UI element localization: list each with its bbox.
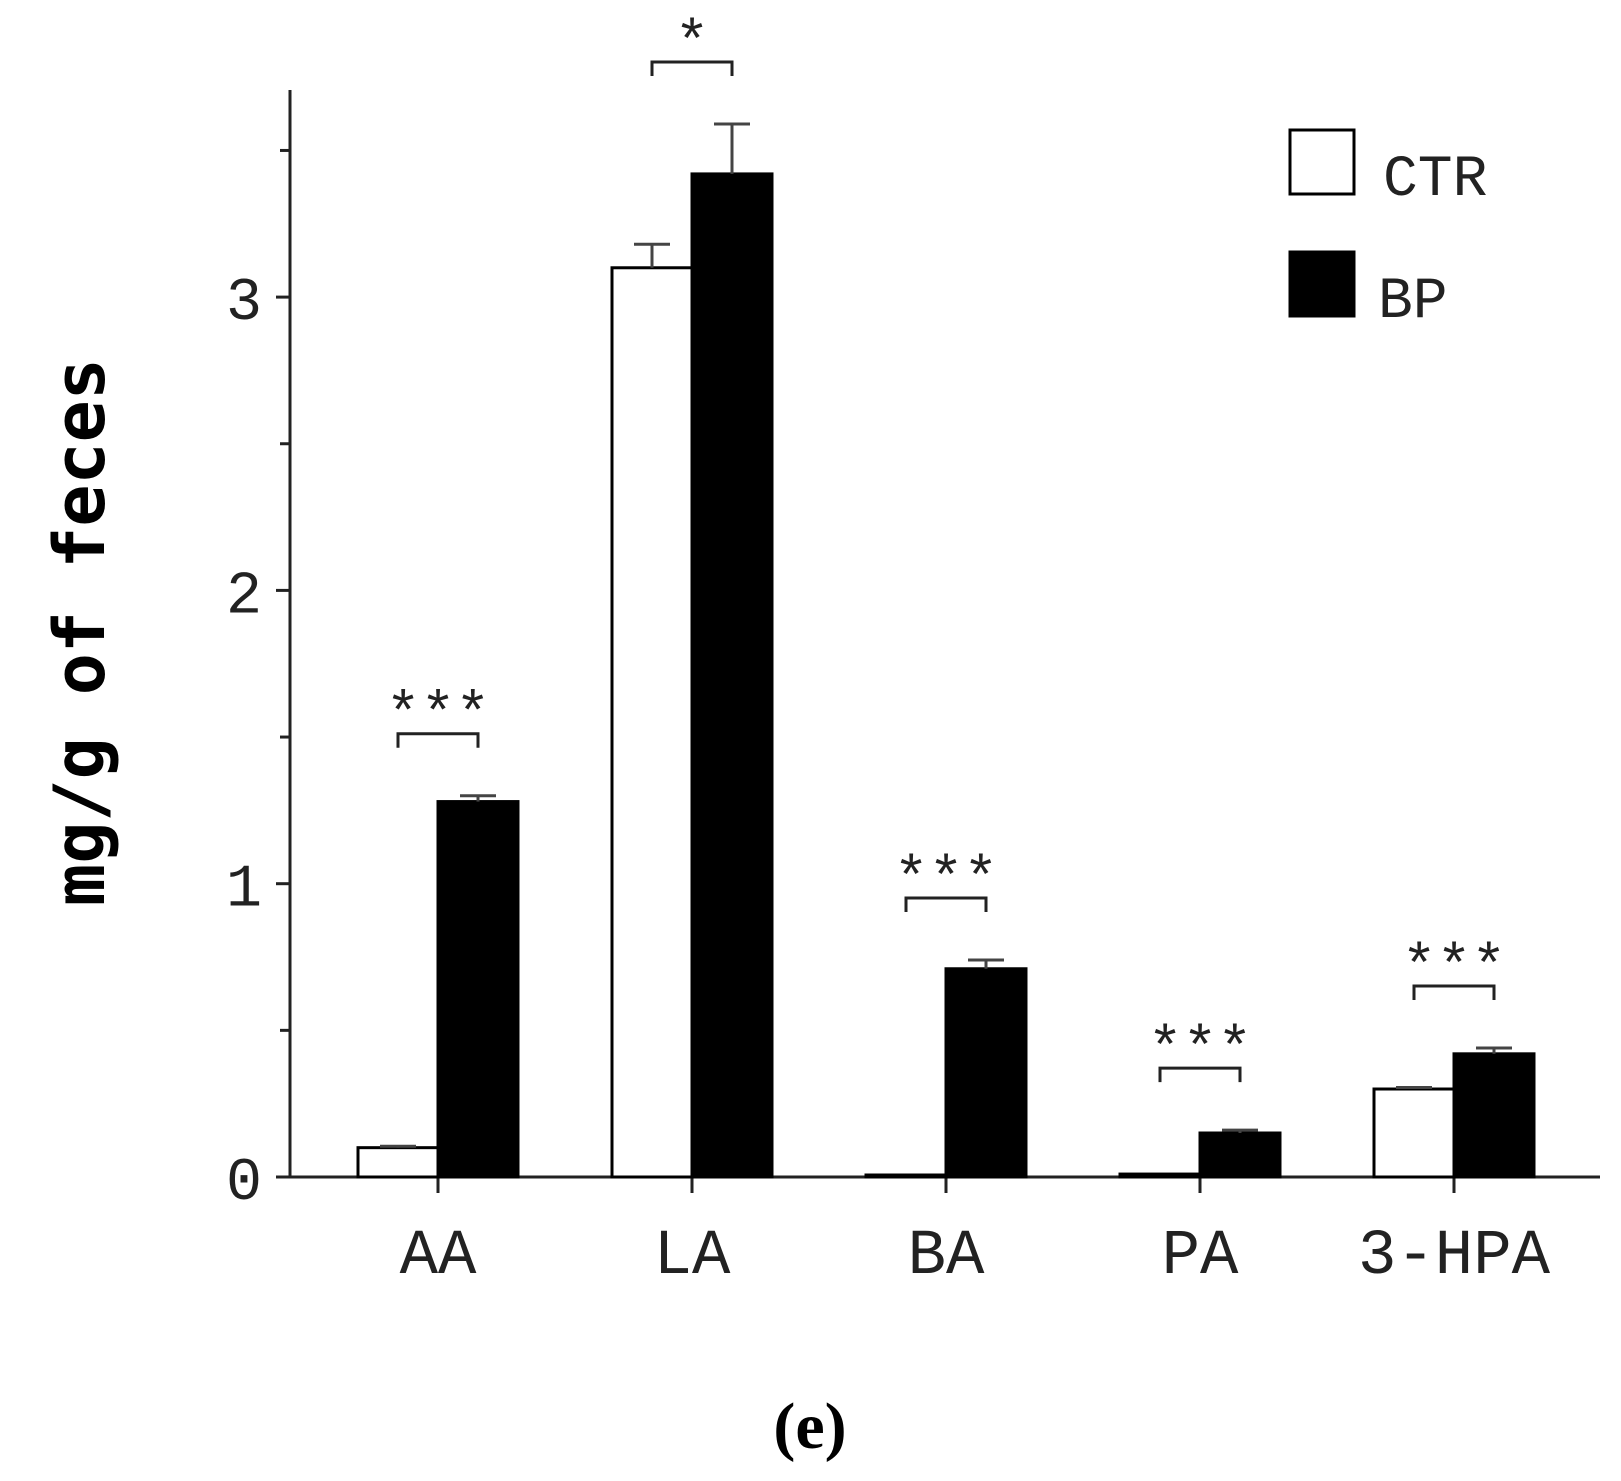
- significance-label: ***: [1402, 937, 1506, 1002]
- x-tick-label: BA: [908, 1221, 985, 1293]
- y-tick-label: 0: [226, 1150, 262, 1218]
- x-tick-label: 3-HPA: [1358, 1221, 1551, 1293]
- y-ticks: 0 1 2 3: [226, 148, 290, 1218]
- legend-swatch-ctr: [1288, 128, 1356, 196]
- significance-label: ***: [1148, 1019, 1252, 1084]
- bar-ctr-ba: [864, 1173, 948, 1179]
- y-axis-label: mg/g of feces: [39, 358, 121, 906]
- significance-label: ***: [386, 685, 490, 750]
- bar-bp-la: [690, 172, 774, 1179]
- significance-label: *: [675, 13, 710, 78]
- significance-bracket: [1158, 1066, 1242, 1083]
- significance-bracket: [650, 60, 734, 77]
- x-tick-label: PA: [1162, 1221, 1239, 1293]
- significance-label: ***: [894, 849, 998, 914]
- significance-bracket: [1412, 984, 1496, 1000]
- bar-ctr-3-hpa: [1372, 1087, 1456, 1179]
- bar-ctr-pa: [1118, 1172, 1202, 1179]
- legend-label-bp: BP: [1378, 270, 1448, 335]
- bar-ctr-la: [610, 266, 694, 1179]
- x-tick-label: AA: [400, 1221, 477, 1293]
- figure-caption: (e): [773, 1390, 846, 1463]
- significance-bracket: [396, 732, 480, 748]
- y-tick-label: 1: [226, 857, 262, 925]
- legend: CTR BP: [1288, 128, 1487, 335]
- bar-bp-ba: [944, 967, 1028, 1179]
- significance-annotations: *************: [386, 13, 1506, 1084]
- bar-ctr-aa: [356, 1146, 440, 1179]
- legend-label-ctr: CTR: [1383, 148, 1487, 213]
- bars: [356, 172, 1536, 1179]
- bar-bp-pa: [1198, 1131, 1282, 1179]
- significance-bracket: [904, 896, 988, 912]
- y-tick-label: 3: [226, 270, 262, 338]
- x-ticks: AA LA BA PA 3-HPA: [400, 1177, 1551, 1293]
- bar-bp-3-hpa: [1452, 1052, 1536, 1179]
- x-tick-label: LA: [654, 1221, 731, 1293]
- legend-swatch-bp: [1288, 250, 1356, 318]
- bar-bp-aa: [436, 800, 520, 1179]
- error-bars: [380, 122, 1512, 1148]
- y-tick-label: 2: [226, 563, 262, 631]
